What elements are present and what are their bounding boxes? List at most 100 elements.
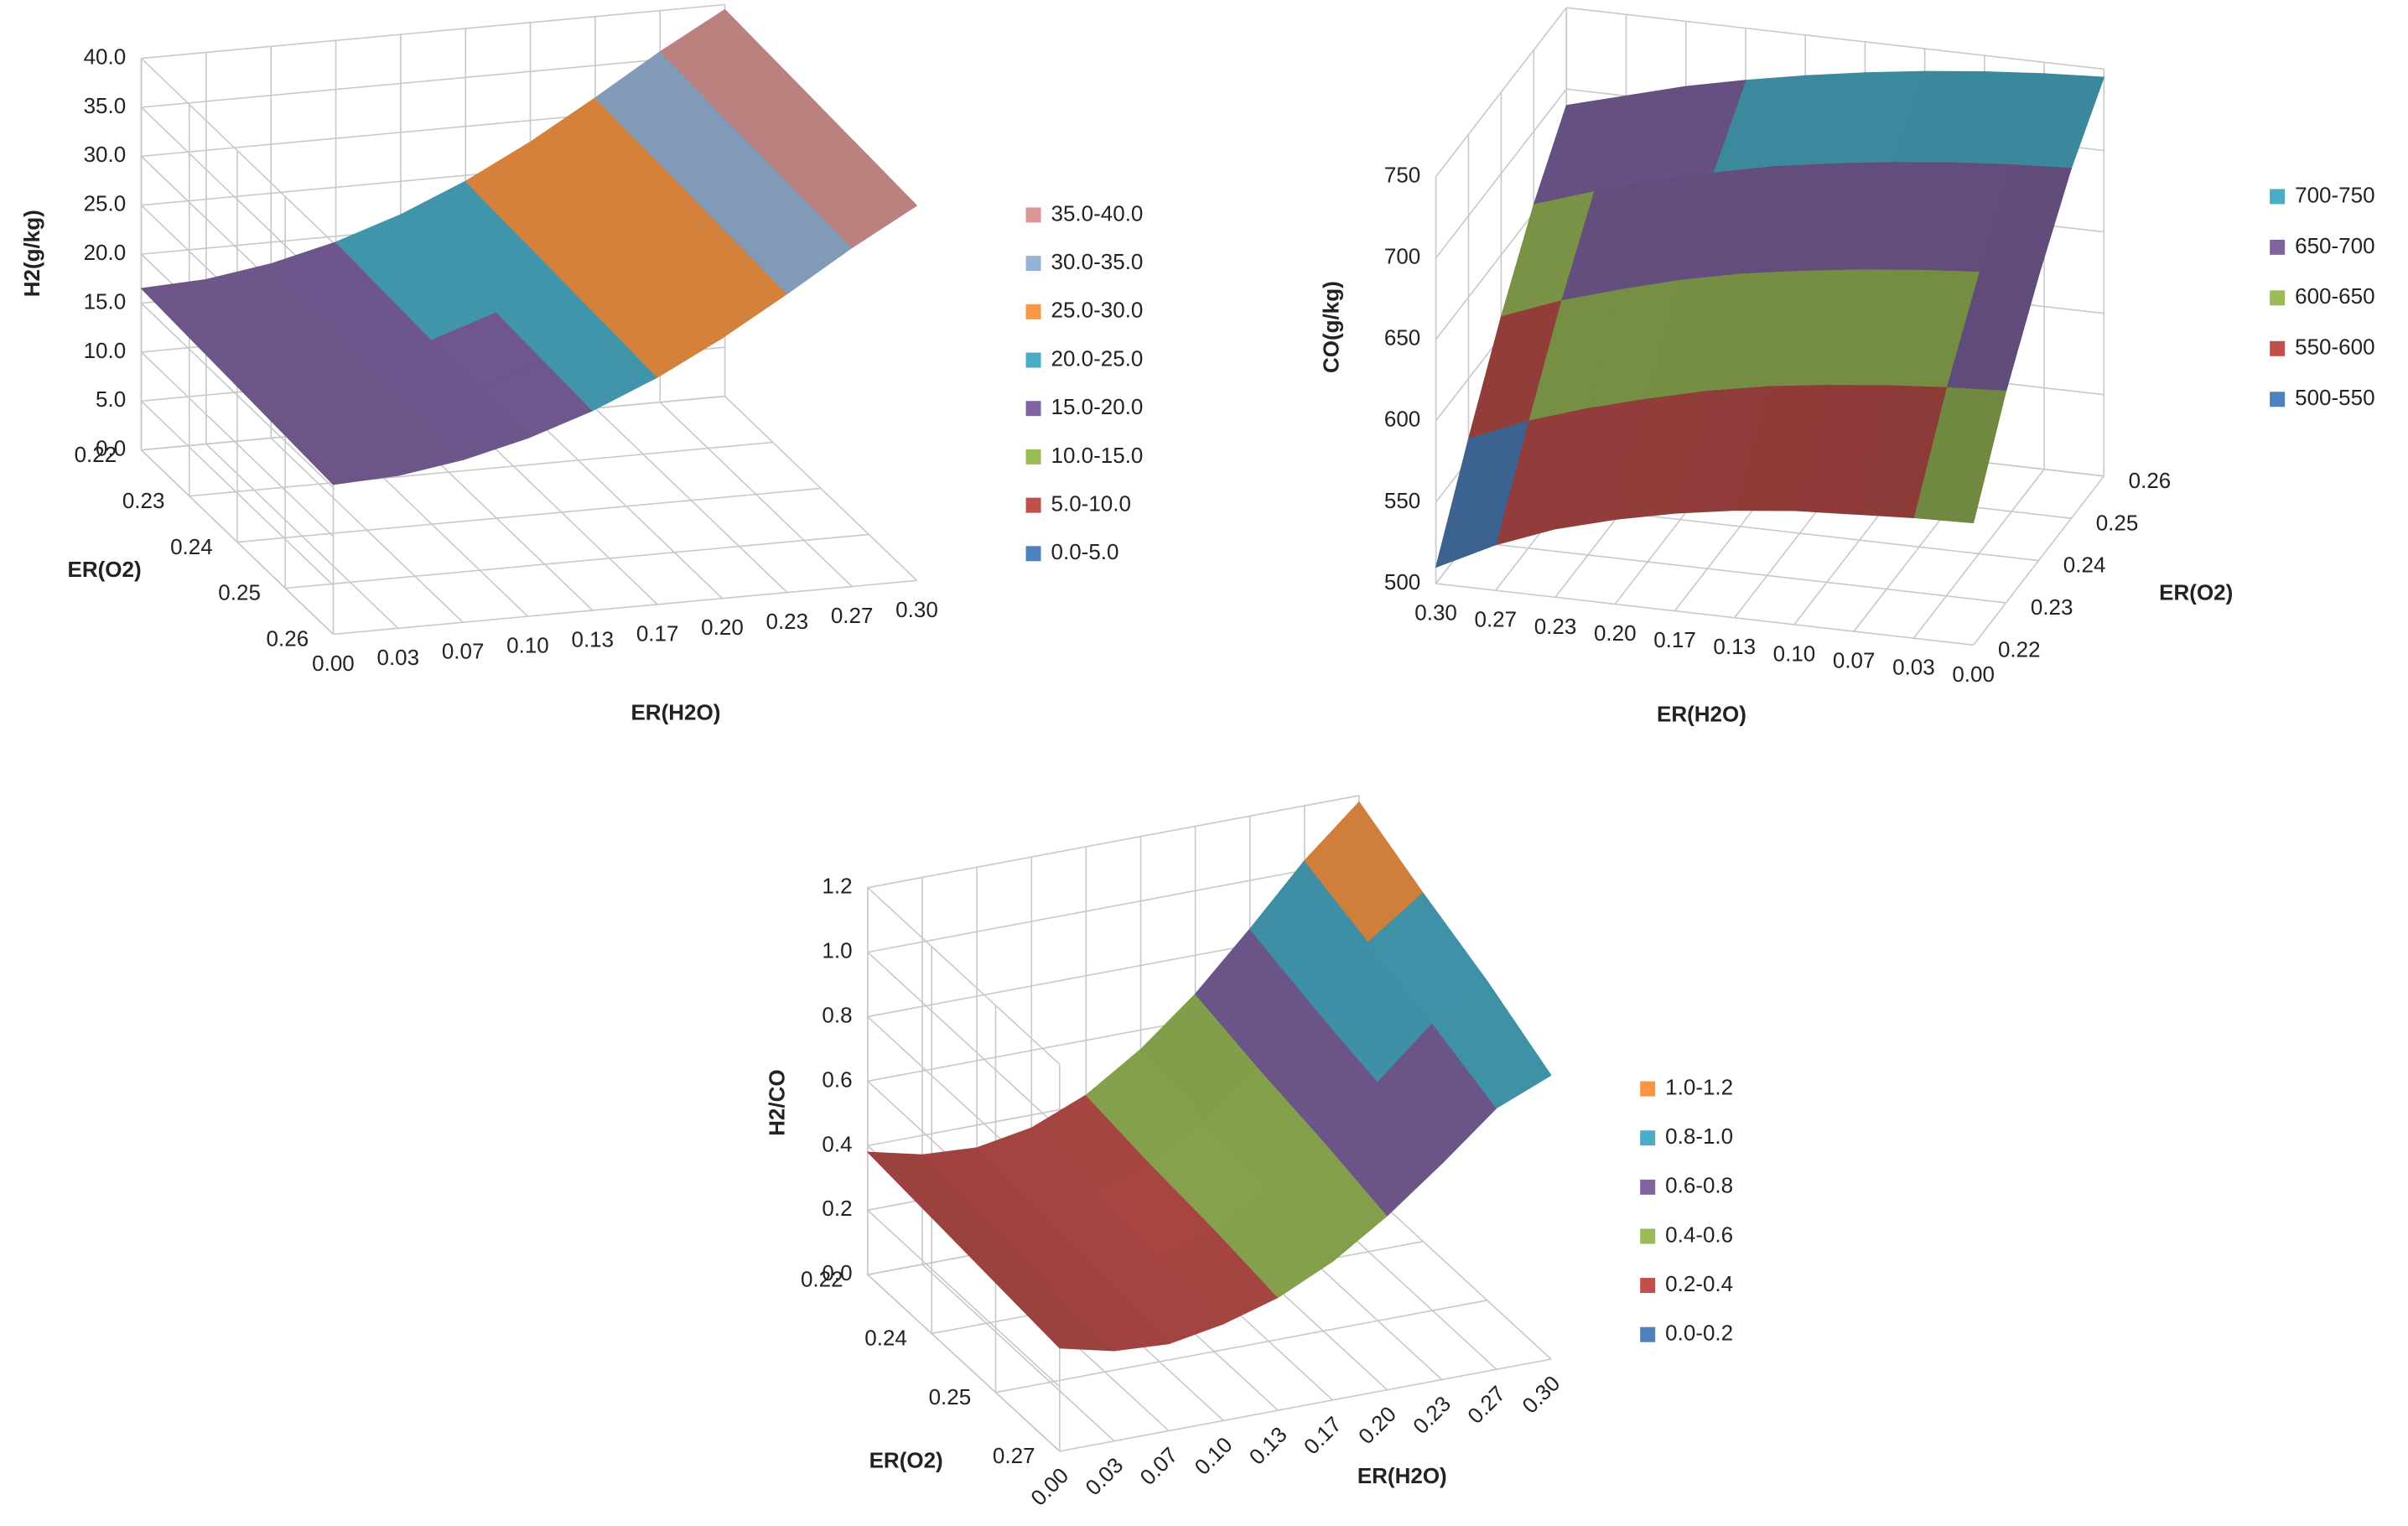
- z-tick-label: 1.0: [822, 937, 852, 963]
- legend-label: 700-750: [2295, 182, 2374, 207]
- z-tick-label: 40.0: [84, 44, 127, 69]
- legend-label: 0.4-0.6: [1665, 1222, 1733, 1247]
- floor-grid: [921, 1264, 1115, 1442]
- x-tick-label: 0.03: [376, 645, 419, 670]
- legend-swatch: [2270, 189, 2286, 205]
- floor-grid: [270, 437, 464, 623]
- y-tick-label: 0.27: [993, 1443, 1035, 1468]
- side-wall-grid: [867, 952, 1061, 1129]
- floor-grid: [1435, 583, 1974, 646]
- x-tick-label: 0.17: [1299, 1411, 1347, 1459]
- z-tick-label: 0.0: [96, 436, 126, 461]
- legend-label: 20.0-25.0: [1051, 345, 1144, 371]
- legend-label: 550-600: [2295, 335, 2374, 360]
- back-wall-grid: [141, 3, 725, 60]
- floor-grid: [189, 441, 773, 497]
- x-tick-label: 0.20: [1353, 1401, 1401, 1449]
- back-wall-grid: [867, 859, 1360, 953]
- floor-grid: [140, 449, 335, 636]
- legend-swatch: [2270, 239, 2286, 255]
- z-tick-label: 5.0: [96, 387, 126, 412]
- y-tick-label: 0.25: [929, 1384, 972, 1409]
- floor-grid: [1468, 540, 2006, 604]
- legend-label: 15.0-20.0: [1051, 394, 1144, 419]
- floor-grid: [659, 402, 853, 588]
- z-tick-label: 35.0: [84, 93, 127, 118]
- z-tick-label: 500: [1384, 569, 1420, 594]
- z-tick-label: 0.2: [822, 1196, 852, 1221]
- x-tick-label: 0.03: [1080, 1452, 1128, 1500]
- legend-swatch: [1640, 1326, 1656, 1342]
- y-tick-label: 0.24: [170, 534, 213, 559]
- x-tick-label: 0.27: [1475, 607, 1518, 632]
- x-tick-label: 0.20: [701, 615, 744, 640]
- y-tick-label: 0.25: [2096, 510, 2139, 535]
- z-tick-label: 15.0: [84, 288, 127, 314]
- legend-label: 500-550: [2295, 385, 2374, 410]
- x-tick-label: 0.17: [636, 620, 679, 646]
- x-tick-label: 0.30: [1517, 1371, 1565, 1419]
- x-tick-label: 0.13: [572, 626, 615, 651]
- legend-swatch: [1640, 1081, 1656, 1097]
- back-wall-grid: [141, 53, 725, 108]
- legend-swatch: [1025, 304, 1041, 319]
- legend-swatch: [1025, 449, 1041, 465]
- x-tick-label: 0.13: [1713, 634, 1756, 659]
- y-tick-label: 0.25: [218, 580, 261, 605]
- legend-swatch: [1640, 1278, 1656, 1294]
- legend-label: 650-700: [2295, 233, 2374, 258]
- z-tick-label: 0.6: [822, 1067, 852, 1092]
- y-tick-label: 0.22: [1998, 636, 2041, 662]
- floor-grid: [1059, 1358, 1552, 1452]
- legend-label: 0.2-0.4: [1665, 1271, 1733, 1296]
- z-tick-label: 0.4: [822, 1131, 852, 1156]
- legend-swatch: [1025, 352, 1041, 368]
- legend-label: 600-650: [2295, 283, 2374, 309]
- y-tick-label: 0.22: [801, 1266, 843, 1291]
- legend-label: 35.0-40.0: [1051, 200, 1144, 226]
- x-axis-title: ER(H2O): [631, 700, 720, 725]
- legend-label: 0.8-1.0: [1665, 1124, 1733, 1149]
- y-tick-label: 0.24: [864, 1326, 907, 1351]
- surface-patch: [803, 156, 918, 249]
- floor-grid: [236, 487, 822, 543]
- floor-grid: [1973, 475, 2104, 646]
- x-axis-title: ER(H2O): [1357, 1463, 1447, 1488]
- floor-grid: [333, 579, 917, 636]
- x-tick-label: 0.00: [1952, 662, 1995, 687]
- x-axis-title: ER(H2O): [1657, 701, 1746, 726]
- floor-grid: [867, 1274, 1061, 1452]
- legend-swatch: [2270, 340, 2286, 356]
- floor-grid: [529, 413, 724, 600]
- z-tick-label: 10.0: [84, 338, 127, 363]
- z-tick-label: 600: [1384, 407, 1420, 432]
- x-tick-label: 0.10: [506, 633, 549, 658]
- x-tick-label: 0.30: [895, 597, 938, 622]
- z-tick-label: 0.0: [822, 1260, 852, 1285]
- surface-patch: [1431, 980, 1552, 1109]
- z-tick-label: 30.0: [84, 142, 127, 167]
- x-tick-label: 0.10: [1773, 641, 1816, 666]
- surface-chart: 500 550 600 650 700 750 0.00 0.03 0.07 0.10 0.13 0.…: [1319, 7, 2375, 726]
- legend-swatch: [1025, 401, 1041, 417]
- x-tick-label: 0.03: [1892, 655, 1935, 680]
- legend-label: 1.0-1.2: [1665, 1075, 1733, 1100]
- legend-label: 25.0-30.0: [1051, 298, 1144, 323]
- y-tick-label: 0.22: [75, 442, 117, 467]
- x-tick-label: 0.00: [1025, 1462, 1073, 1510]
- z-tick-label: 750: [1384, 163, 1420, 188]
- floor-grid: [724, 395, 918, 581]
- x-tick-label: 0.07: [1135, 1442, 1183, 1490]
- legend-swatch: [2270, 392, 2286, 407]
- z-axis-title: CO(g/kg): [1319, 281, 1344, 373]
- legend-label: 0.6-0.8: [1665, 1173, 1733, 1198]
- y-tick-label: 0.26: [267, 626, 309, 651]
- legend-label: 30.0-35.0: [1051, 249, 1144, 274]
- surface-chart: 0.05.010.015.020.025.030.035.040.00.00 0.…: [19, 3, 1144, 725]
- y-axis-title: ER(O2): [869, 1448, 943, 1473]
- surface-patch: [1435, 420, 1529, 568]
- x-tick-label: 0.27: [1462, 1381, 1510, 1429]
- z-tick-label: 650: [1384, 325, 1420, 350]
- x-tick-label: 0.17: [1653, 627, 1696, 652]
